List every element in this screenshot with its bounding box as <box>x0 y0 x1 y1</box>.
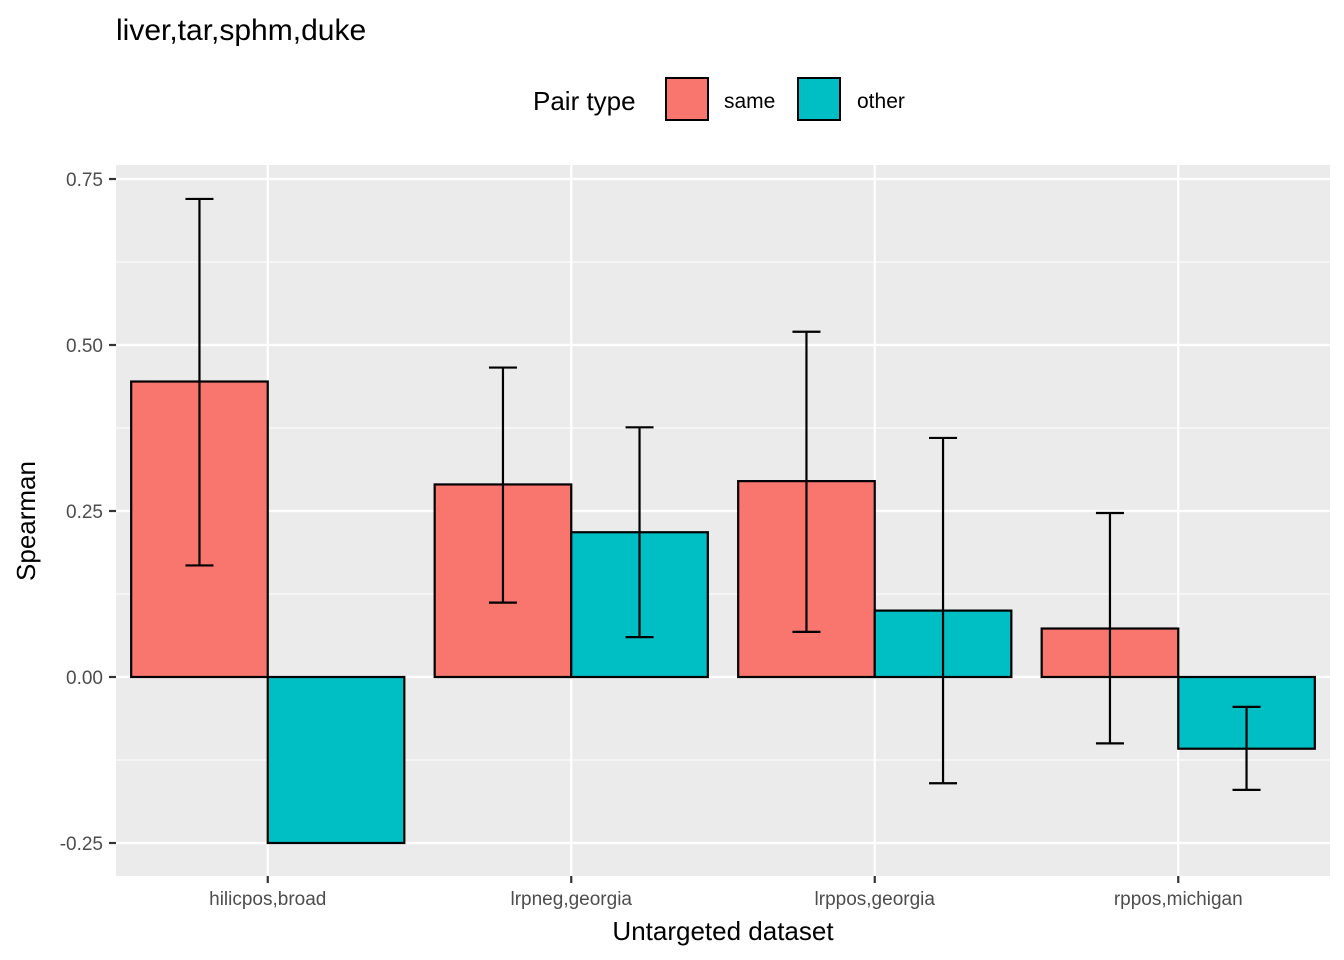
y-axis-title: Spearman <box>11 461 41 581</box>
x-axis-title: Untargeted dataset <box>612 916 834 946</box>
legend-title: Pair type <box>533 86 636 116</box>
x-tick-label: hilicpos,broad <box>209 889 326 910</box>
legend-key-other <box>797 77 841 121</box>
y-tick-label: -0.25 <box>60 834 103 855</box>
x-tick-label: rppos,michigan <box>1114 889 1243 910</box>
legend: Pair type same other <box>533 77 905 121</box>
y-axis: -0.25 0.00 0.25 0.50 0.75 <box>60 170 116 855</box>
bar-other <box>266 675 406 845</box>
y-tick-label: 0.00 <box>66 668 103 689</box>
legend-key-same <box>665 77 709 121</box>
x-tick-label: lrppos,georgia <box>815 889 936 910</box>
chart-title: liver,tar,sphm,duke <box>116 14 366 47</box>
y-tick-label: 0.50 <box>66 336 103 357</box>
x-axis: hilicpos,broad lrpneg,georgia lrppos,georg… <box>209 876 1243 910</box>
legend-label-same: same <box>724 90 775 113</box>
y-tick-label: 0.75 <box>66 170 103 191</box>
legend-label-other: other <box>857 90 905 113</box>
error-bars <box>185 197 1261 791</box>
x-tick-label: lrpneg,georgia <box>511 889 633 910</box>
y-tick-label: 0.25 <box>66 502 103 523</box>
